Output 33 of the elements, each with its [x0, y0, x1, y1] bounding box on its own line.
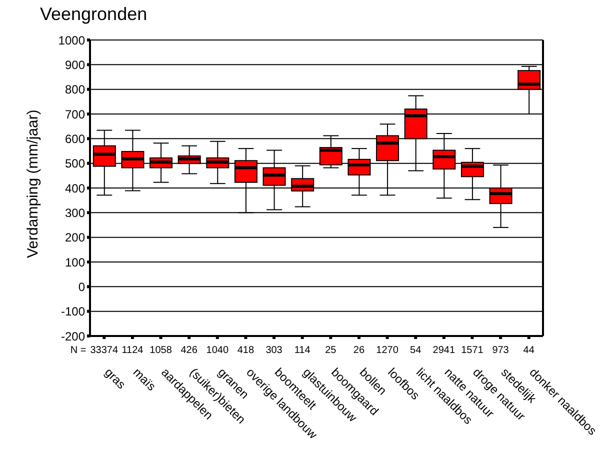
text: 26	[353, 345, 365, 356]
text: 54	[410, 345, 422, 356]
text: 25	[325, 345, 337, 356]
y-tick-label: 800	[64, 82, 86, 97]
y-tick-label: 300	[64, 206, 86, 220]
chart-title: Veengronden	[40, 4, 148, 25]
y-tick-label: 600	[64, 132, 86, 146]
y-tick-label: -100	[60, 304, 86, 319]
y-tick-label: 900	[64, 58, 86, 72]
text: 973	[492, 345, 510, 356]
text: 114	[294, 345, 311, 356]
y-tick-label: 400	[64, 181, 86, 196]
text: N =	[70, 345, 86, 356]
text: 1124	[122, 345, 144, 356]
x-tick-label: gras	[102, 365, 128, 392]
y-tick-label: 700	[64, 107, 86, 122]
text: 2941	[432, 345, 456, 356]
y-tick-label: 100	[64, 255, 86, 270]
text: 1571	[461, 345, 484, 356]
text: 33374	[90, 345, 118, 356]
text: 303	[266, 345, 283, 356]
text: 44	[523, 345, 535, 356]
y-tick-label: 1000	[58, 33, 86, 48]
y-axis-title: Verdamping (mm/jaar)	[24, 110, 42, 258]
y-tick-label: -200	[60, 329, 86, 344]
y-tick-label: 500	[64, 156, 86, 171]
text: 418	[237, 345, 254, 356]
y-tick-label: 0	[78, 280, 86, 294]
text: 1270	[376, 345, 399, 356]
text: 426	[180, 345, 198, 356]
text: 1040	[206, 345, 229, 356]
text: 1058	[150, 345, 172, 356]
y-tick-label: 200	[64, 230, 86, 245]
